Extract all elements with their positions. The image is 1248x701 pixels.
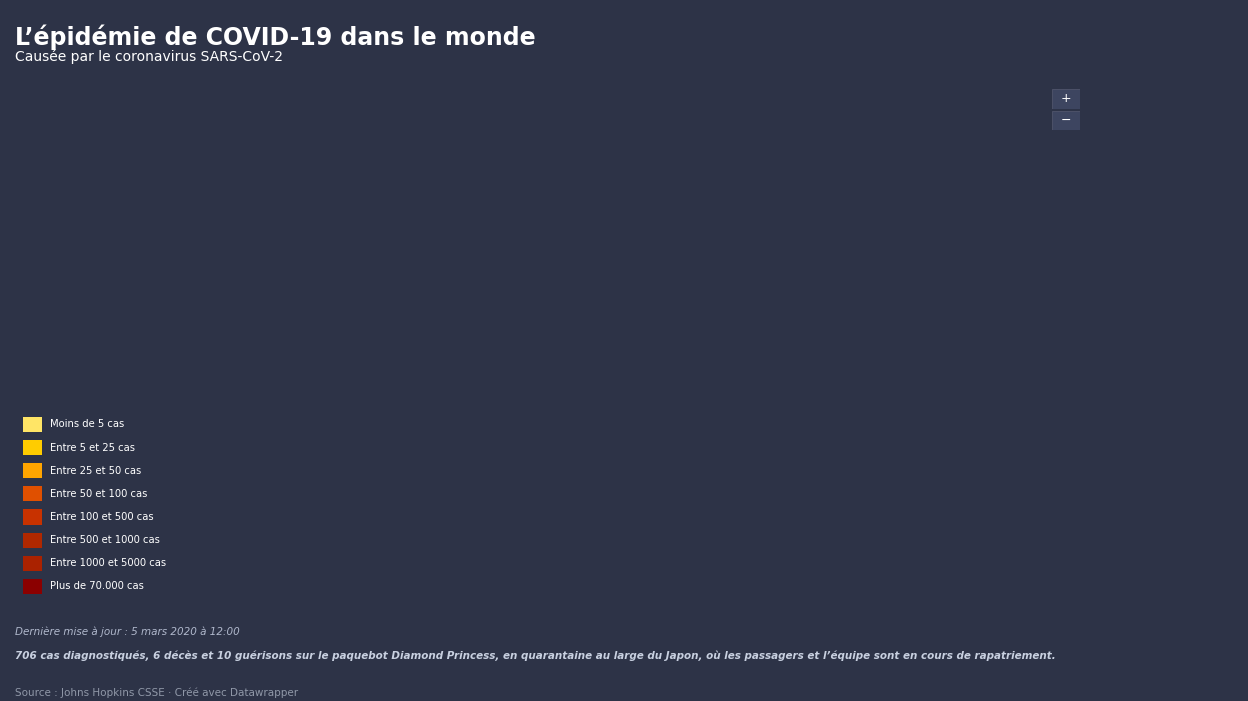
Text: −: − [1061, 114, 1071, 127]
Text: Entre 25 et 50 cas: Entre 25 et 50 cas [50, 465, 141, 476]
Text: +: + [1061, 93, 1071, 105]
Text: L’épidémie de COVID-19 dans le monde: L’épidémie de COVID-19 dans le monde [15, 25, 535, 50]
Text: Entre 100 et 500 cas: Entre 100 et 500 cas [50, 512, 154, 522]
Text: Moins de 5 cas: Moins de 5 cas [50, 419, 124, 430]
Bar [22, 533, 42, 547]
Bar [22, 510, 42, 524]
Text: Source : Johns Hopkins CSSE · Créé avec Datawrapper: Source : Johns Hopkins CSSE · Créé avec … [15, 687, 298, 697]
Bar [22, 417, 42, 432]
Text: Entre 500 et 1000 cas: Entre 500 et 1000 cas [50, 535, 160, 545]
Bar [22, 463, 42, 478]
Bar [22, 579, 42, 594]
Bar [22, 556, 42, 571]
Text: 706 cas diagnostiqués, 6 décès et 10 guérisons sur le paquebot Diamond Princess,: 706 cas diagnostiqués, 6 décès et 10 gué… [15, 651, 1056, 661]
Text: Plus de 70.000 cas: Plus de 70.000 cas [50, 581, 144, 592]
Text: Entre 50 et 100 cas: Entre 50 et 100 cas [50, 489, 147, 499]
Text: Causée par le coronavirus SARS-CoV-2: Causée par le coronavirus SARS-CoV-2 [15, 49, 283, 64]
Text: Dernière mise à jour : 5 mars 2020 à 12:00: Dernière mise à jour : 5 mars 2020 à 12:… [15, 626, 240, 637]
Text: Entre 5 et 25 cas: Entre 5 et 25 cas [50, 442, 135, 453]
Bar [22, 486, 42, 501]
Text: Entre 1000 et 5000 cas: Entre 1000 et 5000 cas [50, 558, 166, 569]
Bar [22, 440, 42, 455]
